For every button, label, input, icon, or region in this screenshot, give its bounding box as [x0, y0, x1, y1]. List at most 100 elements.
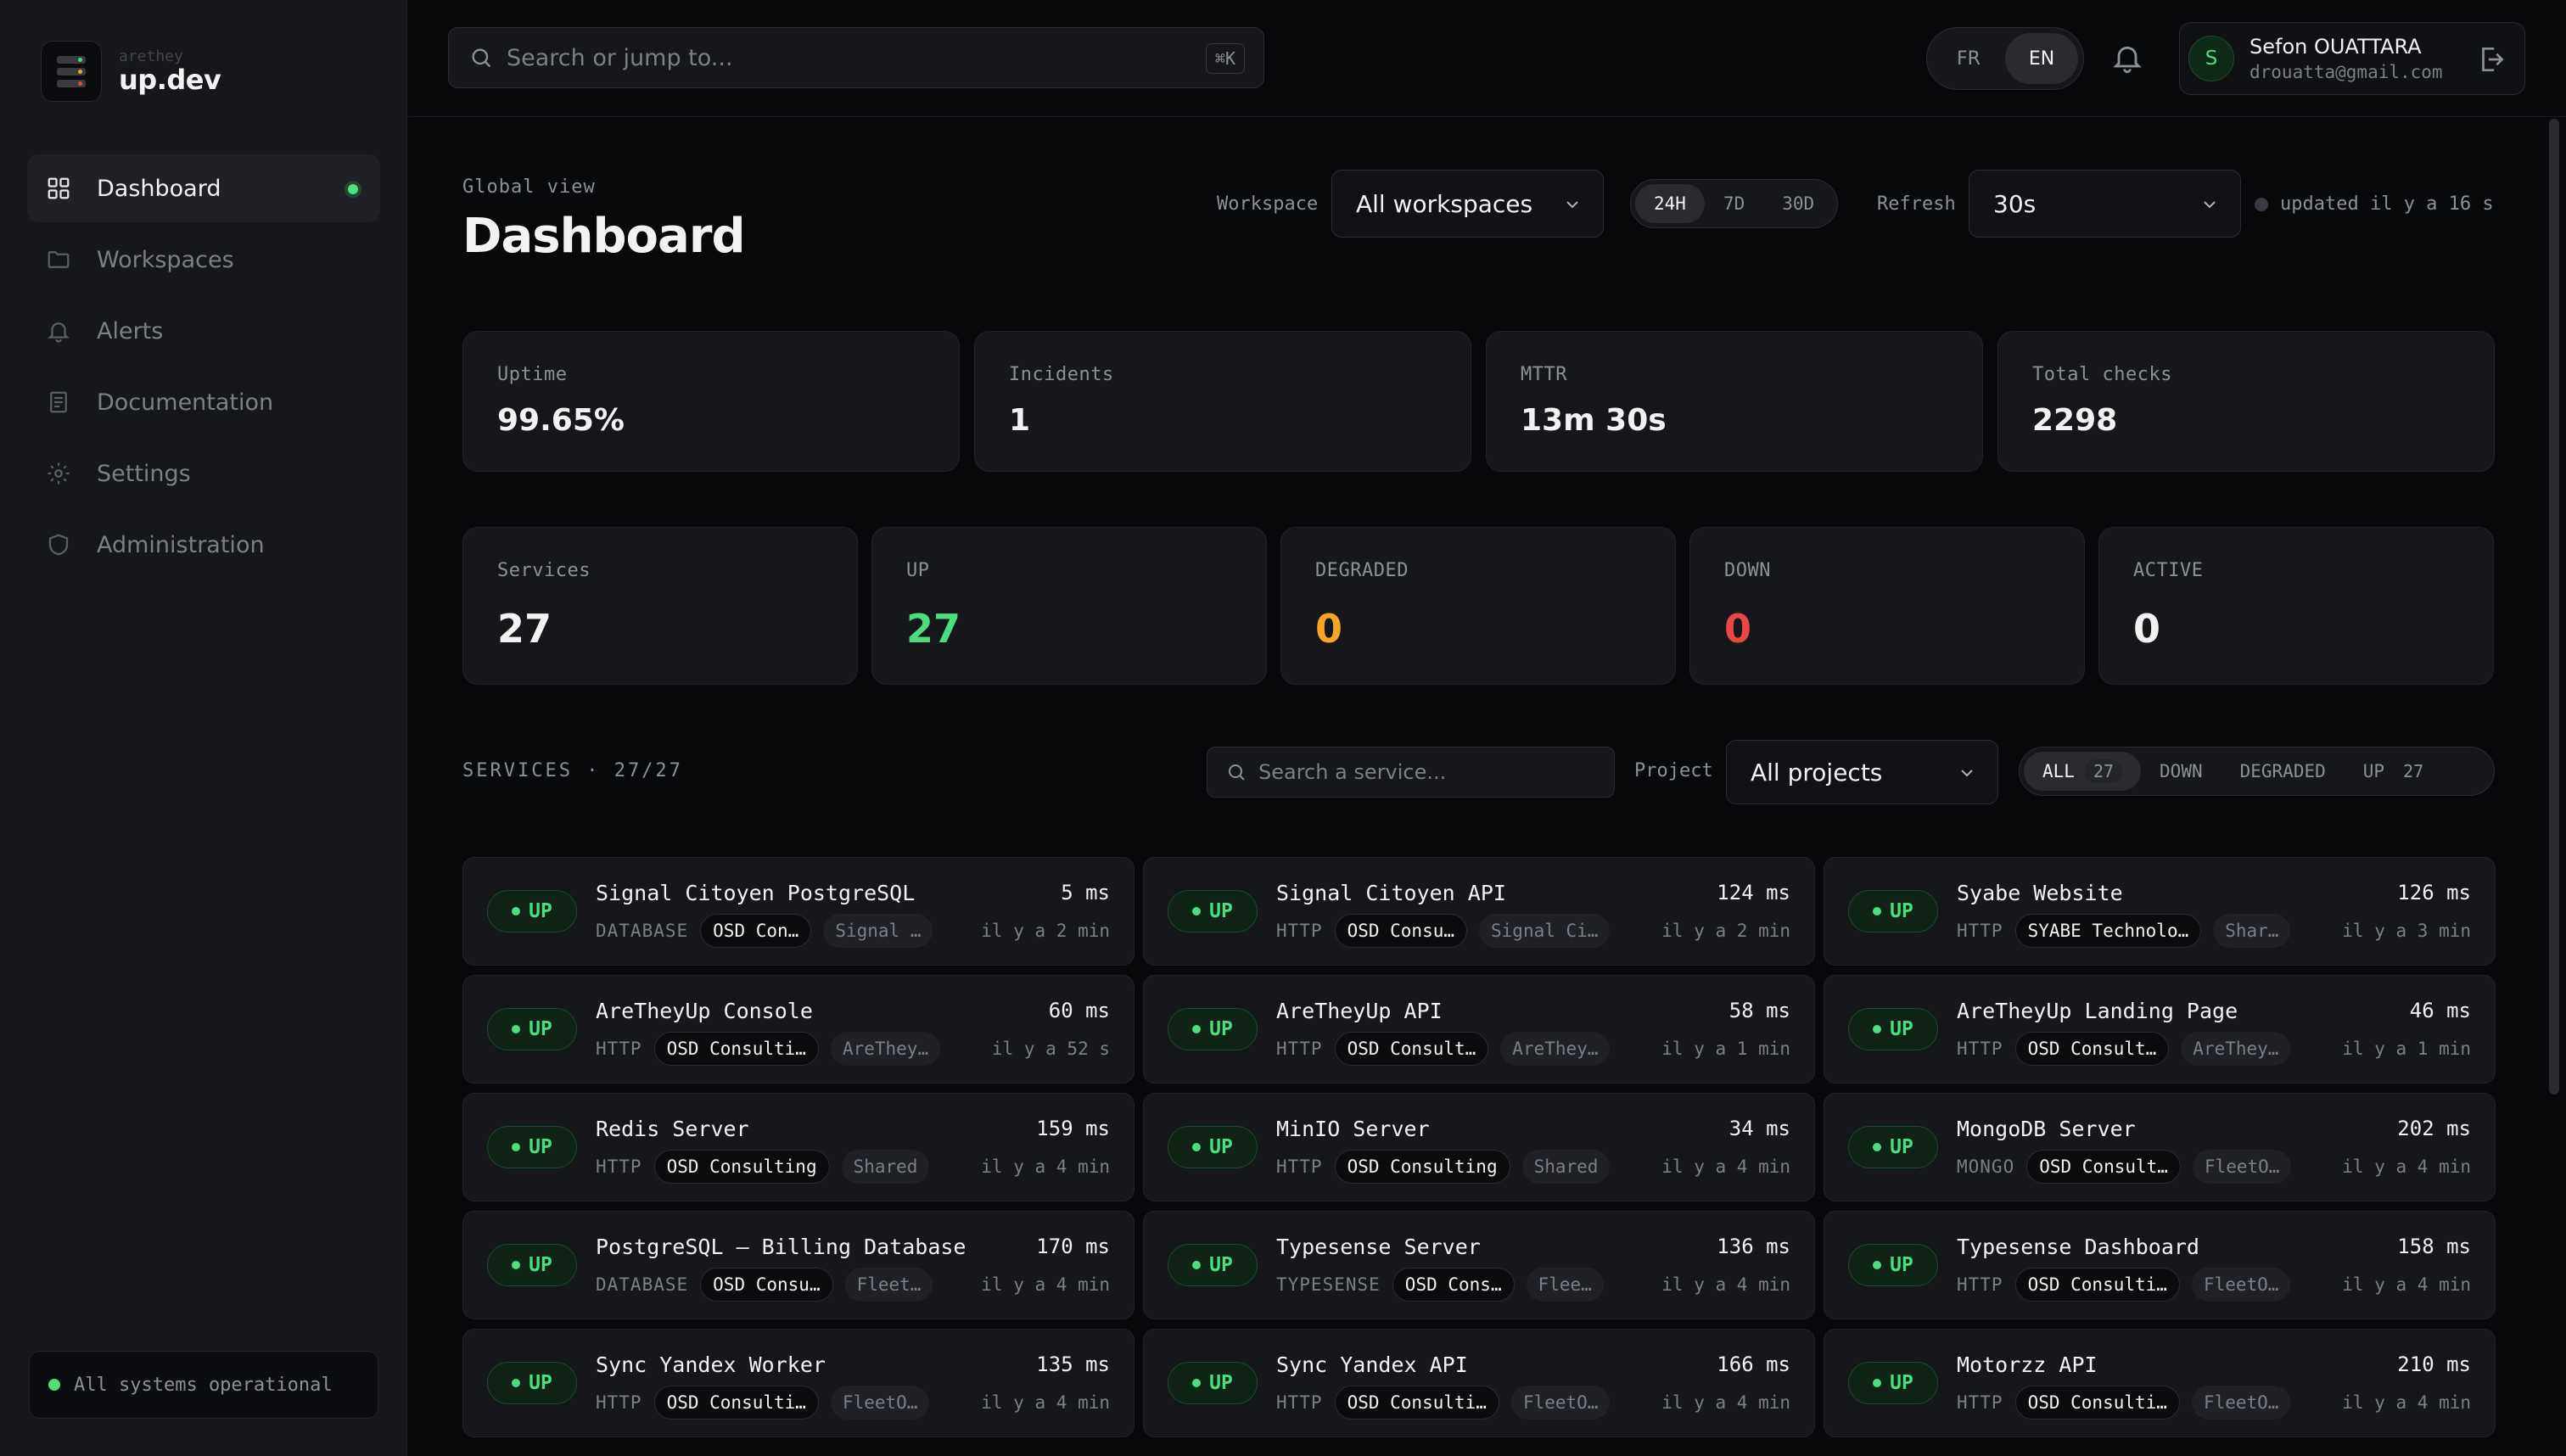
project-chip[interactable]: AreThey…: [830, 1032, 941, 1066]
workspace-value: All workspaces: [1356, 189, 1533, 218]
status-text: UP: [529, 1372, 552, 1394]
service-card[interactable]: UP Sync Yandex API 166 ms HTTP OSD Consulti……: [1143, 1329, 1815, 1437]
status-text: UP: [1209, 1372, 1233, 1394]
service-card[interactable]: UP AreTheyUp Landing Page 46 ms HTTP OSD Con…: [1824, 975, 2496, 1084]
sidebar-item-workspaces[interactable]: Workspaces: [27, 226, 380, 294]
stat-card-active[interactable]: ACTIVE 0: [2098, 527, 2494, 685]
service-card[interactable]: UP MinIO Server 34 ms HTTP OSD Consulting Sha…: [1143, 1093, 1815, 1201]
status-badge: UP: [487, 1008, 577, 1050]
status-dot: [512, 1261, 521, 1269]
notifications-bell-icon[interactable]: [2110, 41, 2144, 75]
project-chip[interactable]: Signal …: [823, 914, 933, 948]
sidebar-item-administration[interactable]: Administration: [27, 511, 380, 579]
service-card[interactable]: UP Typesense Server 136 ms TYPESENSE OSD Con…: [1143, 1211, 1815, 1319]
service-search[interactable]: [1207, 747, 1615, 798]
service-type: HTTP: [596, 1156, 642, 1177]
service-card[interactable]: UP Redis Server 159 ms HTTP OSD Consulting Sh…: [462, 1093, 1135, 1201]
sidebar-item-settings[interactable]: Settings: [27, 440, 380, 507]
lang-fr-option[interactable]: FR: [1957, 48, 1981, 70]
organization-chip[interactable]: SYABE Technolo…: [2014, 914, 2202, 948]
status-dot: [512, 1143, 521, 1151]
status-dot: [1192, 1025, 1202, 1033]
stat-card-up[interactable]: UP 27: [871, 527, 1267, 685]
service-meta: HTTP OSD Consulting Shared: [596, 1150, 930, 1184]
project-select[interactable]: All projects: [1726, 740, 1998, 804]
project-chip[interactable]: Signal Ci…: [1479, 914, 1611, 948]
project-chip[interactable]: Shared: [1521, 1150, 1611, 1184]
logout-icon[interactable]: [2475, 43, 2507, 76]
service-card[interactable]: UP AreTheyUp Console 60 ms HTTP OSD Consulti…: [462, 975, 1135, 1084]
project-chip[interactable]: Fleet…: [844, 1268, 933, 1302]
filter-degraded-option[interactable]: DEGRADED: [2239, 761, 2326, 781]
project-chip[interactable]: Shared: [841, 1150, 930, 1184]
project-chip[interactable]: AreThey…: [1500, 1032, 1611, 1066]
project-chip[interactable]: FleetO…: [2192, 1150, 2292, 1184]
global-search[interactable]: ⌘K: [448, 27, 1264, 88]
service-name: Sync Yandex API: [1276, 1352, 1468, 1377]
organization-chip[interactable]: OSD Con…: [700, 914, 812, 948]
organization-chip[interactable]: OSD Consu…: [1334, 914, 1468, 948]
sidebar-item-documentation[interactable]: Documentation: [27, 368, 380, 436]
organization-chip[interactable]: OSD Consulti…: [2014, 1268, 2180, 1302]
range-24h-option[interactable]: 24H: [1635, 184, 1705, 223]
stat-card-down[interactable]: DOWN 0: [1689, 527, 2085, 685]
response-time: 46 ms: [2409, 999, 2471, 1022]
service-card[interactable]: UP Signal Citoyen PostgreSQL 5 ms DATABASE O…: [462, 857, 1135, 966]
organization-chip[interactable]: OSD Consult…: [1334, 1032, 1489, 1066]
service-card[interactable]: UP Typesense Dashboard 158 ms HTTP OSD Consu…: [1824, 1211, 2496, 1319]
sidebar-item-dashboard[interactable]: Dashboard: [27, 154, 380, 222]
service-card[interactable]: UP Syabe Website 126 ms HTTP SYABE Technolo……: [1824, 857, 2496, 966]
user-menu[interactable]: S Sefon OUATTARA drouatta@gmail.com: [2179, 22, 2525, 95]
project-chip[interactable]: FleetO…: [2191, 1268, 2291, 1302]
service-type: HTTP: [1957, 921, 2003, 941]
kpi-card-mttr: MTTR 13m 30s: [1486, 331, 1983, 472]
stat-card-services[interactable]: Services 27: [462, 527, 858, 685]
system-status: All systems operational: [29, 1351, 378, 1419]
project-chip[interactable]: FleetO…: [830, 1386, 930, 1420]
organization-chip[interactable]: OSD Consulting: [1334, 1150, 1510, 1184]
workspace-label: Workspace: [1217, 193, 1319, 215]
search-input[interactable]: [507, 44, 1263, 71]
kpi-value: 2298: [2032, 403, 2118, 438]
organization-chip[interactable]: OSD Consu…: [700, 1268, 833, 1302]
organization-chip[interactable]: OSD Consulting: [653, 1150, 830, 1184]
filter-down-option[interactable]: DOWN: [2160, 761, 2203, 781]
organization-chip[interactable]: OSD Consulti…: [653, 1386, 819, 1420]
service-card[interactable]: UP Sync Yandex Worker 135 ms HTTP OSD Consul…: [462, 1329, 1135, 1437]
logo[interactable]: arethey up.dev: [41, 41, 221, 102]
project-chip[interactable]: FleetO…: [1510, 1386, 1611, 1420]
project-chip[interactable]: FleetO…: [2191, 1386, 2291, 1420]
scrollbar[interactable]: [2549, 119, 2559, 1095]
project-chip[interactable]: Shar…: [2213, 914, 2291, 948]
organization-chip[interactable]: OSD Consulti…: [653, 1032, 819, 1066]
stat-card-degraded[interactable]: DEGRADED 0: [1280, 527, 1676, 685]
organization-chip[interactable]: OSD Consulti…: [2014, 1386, 2180, 1420]
range-30d-option[interactable]: 30D: [1782, 193, 1815, 214]
organization-chip[interactable]: OSD Consult…: [2014, 1032, 2170, 1066]
project-chip[interactable]: Flee…: [1526, 1268, 1604, 1302]
refresh-select[interactable]: 30s: [1969, 170, 2241, 238]
workspace-select[interactable]: All workspaces: [1331, 170, 1604, 238]
filter-label: UP: [2362, 761, 2385, 781]
service-card[interactable]: UP PostgreSQL — Billing Database 170 ms DAT…: [462, 1211, 1135, 1319]
sidebar-item-alerts[interactable]: Alerts: [27, 297, 380, 365]
service-card[interactable]: UP Signal Citoyen API 124 ms HTTP OSD Consu……: [1143, 857, 1815, 966]
service-name: Redis Server: [596, 1117, 749, 1141]
organization-chip[interactable]: OSD Cons…: [1392, 1268, 1515, 1302]
filter-all-option[interactable]: ALL 27: [2024, 752, 2142, 791]
service-meta: MONGO OSD Consult… FleetO…: [1957, 1150, 2292, 1184]
service-card[interactable]: UP MongoDB Server 202 ms MONGO OSD Consult… F…: [1824, 1093, 2496, 1201]
filter-count: 27: [2084, 759, 2123, 783]
service-card[interactable]: UP Motorzz API 210 ms HTTP OSD Consulti… Flee…: [1824, 1329, 2496, 1437]
last-check-time: il y a 4 min: [981, 1156, 1110, 1177]
organization-chip[interactable]: OSD Consult…: [2026, 1150, 2181, 1184]
service-search-input[interactable]: [1258, 760, 1614, 784]
organization-chip[interactable]: OSD Consulti…: [1334, 1386, 1499, 1420]
project-chip[interactable]: AreThey…: [2181, 1032, 2291, 1066]
search-icon: [472, 48, 491, 68]
range-7d-option[interactable]: 7D: [1723, 193, 1745, 214]
lang-en-option[interactable]: EN: [2005, 33, 2078, 84]
status-badge: UP: [1848, 890, 1938, 932]
service-card[interactable]: UP AreTheyUp API 58 ms HTTP OSD Consult… AreT…: [1143, 975, 1815, 1084]
filter-up-option[interactable]: UP 27: [2345, 752, 2451, 791]
